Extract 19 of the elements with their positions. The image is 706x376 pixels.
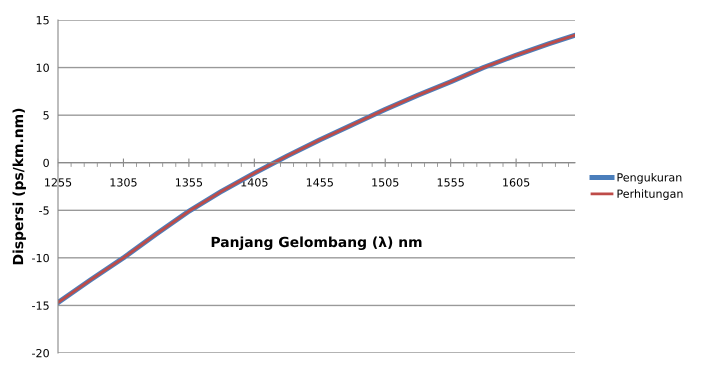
x-tick-label: 1605 bbox=[503, 178, 530, 187]
y-tick-label: -5 bbox=[39, 206, 49, 215]
y-tick-label: 0 bbox=[43, 158, 49, 168]
x-tick-label: 1455 bbox=[306, 178, 333, 187]
y-tick-label: 10 bbox=[36, 64, 49, 72]
x-tick-label: 1355 bbox=[176, 178, 202, 187]
y-tick-label: 5 bbox=[43, 111, 49, 120]
x-tick-label: 1505 bbox=[372, 178, 398, 187]
x-axis-title: Panjang Gelombang (λ) nm bbox=[212, 236, 422, 250]
legend-label: Pengukuran bbox=[618, 172, 682, 184]
y-axis-title: Dispersi (ps/km.nm) bbox=[12, 108, 26, 264]
x-tick-label: 1255 bbox=[45, 178, 72, 187]
y-tick-label: -20 bbox=[32, 348, 49, 358]
y-tick-label: 15 bbox=[36, 16, 49, 24]
x-tick-label: 1555 bbox=[438, 178, 464, 187]
y-tick-label: -15 bbox=[32, 302, 49, 310]
y-tick-label: -10 bbox=[32, 254, 49, 262]
legend-label: Perhitungan bbox=[618, 189, 682, 200]
x-tick-label: 1305 bbox=[110, 178, 137, 187]
